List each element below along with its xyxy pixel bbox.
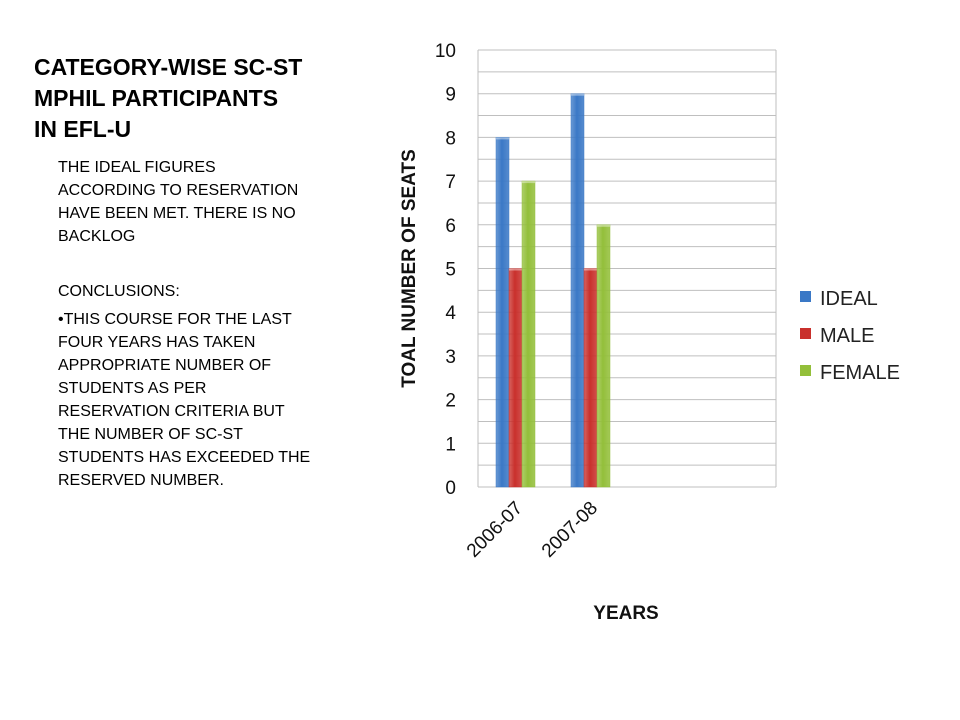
title-line: IN EFL-U bbox=[34, 116, 132, 142]
y-tick-label: 9 bbox=[445, 85, 456, 106]
paragraph-line: BACKLOG bbox=[58, 228, 136, 245]
chart-bars bbox=[495, 93, 611, 488]
title-line: CATEGORY-WISE SC-ST bbox=[34, 54, 303, 80]
bar-female-2006-07 bbox=[521, 180, 536, 488]
y-tick-label: 2 bbox=[445, 391, 456, 412]
y-tick-label: 10 bbox=[435, 41, 456, 62]
y-axis-ticks: 0 1 2 3 4 5 6 7 8 9 10 bbox=[435, 41, 457, 499]
bar-male-2006-07 bbox=[508, 268, 523, 488]
conclusion-line: RESERVED NUMBER. bbox=[58, 472, 224, 489]
legend-label-male: MALE bbox=[820, 325, 874, 347]
chart-legend: IDEAL MALE FEMALE bbox=[800, 288, 900, 384]
bar-highlight bbox=[522, 181, 535, 184]
conclusion-line: STUDENTS HAS EXCEEDED THE bbox=[58, 449, 311, 466]
y-tick-label: 8 bbox=[445, 128, 456, 149]
bar-highlight bbox=[571, 93, 584, 96]
legend-swatch-female bbox=[800, 365, 811, 376]
x-tick-label: 2007-08 bbox=[538, 498, 602, 562]
y-tick-label: 3 bbox=[445, 347, 456, 368]
y-axis-title: TOAL NUMBER OF SEATS bbox=[399, 149, 420, 388]
conclusion-line: •THIS COURSE FOR THE LAST bbox=[58, 311, 292, 328]
bar-highlight bbox=[584, 268, 597, 271]
paragraph-line: ACCORDING TO RESERVATION bbox=[58, 182, 299, 199]
legend-label-female: FEMALE bbox=[820, 362, 900, 384]
bar-highlight bbox=[496, 137, 509, 140]
legend-swatch-male bbox=[800, 328, 811, 339]
conclusion-line: APPROPRIATE NUMBER OF bbox=[58, 357, 272, 374]
y-tick-label: 1 bbox=[445, 434, 456, 455]
conclusion-line: FOUR YEARS HAS TAKEN bbox=[58, 334, 256, 351]
bar-ideal-2006-07 bbox=[495, 137, 510, 488]
legend-label-ideal: IDEAL bbox=[820, 288, 878, 310]
bar-male-2007-08 bbox=[583, 268, 598, 488]
bar-female-2007-08 bbox=[596, 224, 611, 488]
slide-title: CATEGORY-WISE SC-ST MPHIL PARTICIPANTS I… bbox=[34, 52, 394, 145]
y-tick-label: 5 bbox=[445, 260, 456, 281]
bar-highlight bbox=[509, 268, 522, 271]
y-tick-label: 7 bbox=[445, 172, 456, 193]
paragraph-line: HAVE BEEN MET. THERE IS NO bbox=[58, 205, 296, 222]
y-tick-label: 6 bbox=[445, 216, 456, 237]
title-line: MPHIL PARTICIPANTS bbox=[34, 85, 279, 111]
bar-ideal-2007-08 bbox=[570, 93, 585, 488]
x-axis-ticks: 2006-07 2007-08 bbox=[463, 498, 602, 562]
paragraph-line: THE IDEAL FIGURES bbox=[58, 159, 216, 176]
legend-swatch-ideal bbox=[800, 291, 811, 302]
conclusion-line: STUDENTS AS PER bbox=[58, 380, 207, 397]
conclusion-line: THE NUMBER OF SC-ST bbox=[58, 426, 243, 443]
conclusions-heading: CONCLUSIONS: bbox=[58, 283, 180, 300]
x-tick-label: 2006-07 bbox=[463, 498, 527, 562]
conclusion-line: RESERVATION CRITERIA BUT bbox=[58, 403, 285, 420]
y-tick-label: 4 bbox=[445, 303, 456, 324]
slide-body: THE IDEAL FIGURES ACCORDING TO RESERVATI… bbox=[58, 156, 368, 492]
y-tick-label: 0 bbox=[445, 478, 456, 499]
bar-highlight bbox=[597, 224, 610, 227]
x-axis-title: YEARS bbox=[593, 603, 658, 624]
